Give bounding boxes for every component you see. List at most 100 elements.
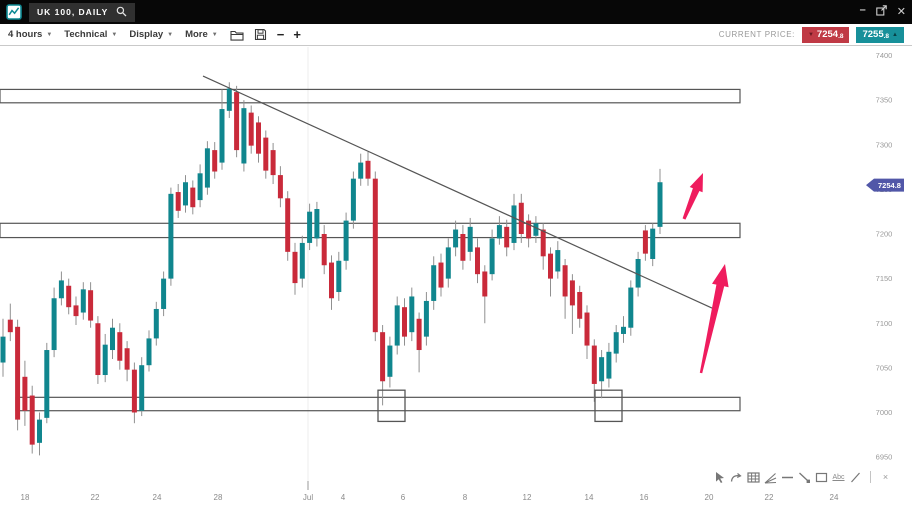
- highlight-box[interactable]: [377, 389, 406, 423]
- candle: [139, 365, 145, 411]
- grid-tool[interactable]: [747, 470, 760, 484]
- candle: [161, 278, 167, 309]
- more-dropdown[interactable]: More ▼: [185, 29, 218, 40]
- candle: [329, 262, 334, 299]
- timeframe-label: 4 hours: [8, 29, 43, 40]
- candle: [635, 258, 641, 288]
- price-tick-label: 6950: [876, 453, 893, 462]
- time-tick-label: 24: [153, 493, 162, 502]
- candle: [657, 182, 663, 227]
- fan-lines-tool[interactable]: [764, 470, 777, 484]
- candle: [51, 298, 57, 351]
- elbow-line-tool[interactable]: [730, 470, 743, 484]
- candle: [131, 369, 137, 413]
- candle: [380, 332, 386, 382]
- candle: [168, 193, 174, 279]
- candle: [110, 327, 115, 351]
- zoom-in-button[interactable]: +: [293, 27, 301, 42]
- close-drawing-toolbar[interactable]: ×: [882, 472, 889, 482]
- candle: [533, 223, 539, 236]
- time-tick-label: 16: [640, 493, 649, 502]
- candle: [526, 220, 532, 239]
- trendline[interactable]: [202, 75, 713, 309]
- instrument-tab[interactable]: UK 100, DAILY: [29, 2, 136, 22]
- ask-price-decimal: .8: [883, 33, 890, 40]
- time-tick-label: 4: [341, 493, 346, 502]
- pointer-tool[interactable]: [713, 470, 726, 484]
- bid-price-value: 7254: [816, 29, 839, 40]
- minimize-button[interactable]: –: [859, 3, 866, 16]
- candle: [650, 228, 656, 259]
- candle: [263, 137, 269, 171]
- close-button[interactable]: ✕: [896, 5, 906, 18]
- candle: [0, 336, 6, 363]
- candle: [606, 351, 612, 379]
- save-icon[interactable]: [254, 28, 267, 41]
- annotation-arrow[interactable]: [682, 173, 703, 220]
- trendline-tool[interactable]: [798, 470, 811, 484]
- candle: [241, 108, 247, 164]
- candle: [423, 300, 429, 337]
- folder-icon[interactable]: [230, 29, 244, 41]
- display-dropdown[interactable]: Display ▼: [129, 29, 173, 40]
- candle: [15, 326, 21, 420]
- candle: [518, 202, 524, 234]
- technical-label: Technical: [64, 29, 108, 40]
- candle: [80, 289, 86, 313]
- price-tick-label: 7050: [876, 363, 893, 372]
- search-icon[interactable]: [116, 6, 127, 19]
- candle: [358, 162, 364, 179]
- text-tool[interactable]: Abc: [832, 473, 845, 481]
- technical-dropdown[interactable]: Technical ▼: [64, 29, 117, 40]
- candle: [256, 122, 261, 154]
- candle: [102, 344, 108, 376]
- ask-price-badge[interactable]: 7255 .8 ▲: [856, 26, 904, 43]
- candle: [285, 198, 291, 252]
- candle: [212, 150, 218, 172]
- candle: [540, 229, 546, 257]
- chevron-down-icon: ▼: [211, 31, 218, 38]
- time-tick-label: 28: [214, 493, 223, 502]
- candle: [44, 350, 50, 418]
- chevron-down-icon: ▼: [46, 31, 53, 38]
- rectangle-tool[interactable]: [815, 470, 828, 484]
- candle: [475, 247, 480, 275]
- time-tick-label: 8: [463, 493, 468, 502]
- candle: [591, 345, 597, 384]
- time-tick-label: 6: [401, 493, 406, 502]
- candle: [307, 211, 313, 243]
- candle: [482, 271, 488, 297]
- candle: [460, 234, 466, 261]
- popout-button[interactable]: [876, 5, 887, 19]
- candle: [402, 307, 407, 337]
- candle: [22, 376, 28, 411]
- candle: [153, 308, 159, 339]
- candle: [409, 296, 415, 333]
- horizontal-line-tool[interactable]: [781, 470, 794, 484]
- time-tick-label: Jul: [303, 493, 313, 502]
- ray-tool[interactable]: [849, 470, 862, 484]
- candle: [555, 250, 561, 272]
- candle: [117, 332, 123, 361]
- candle: [7, 319, 13, 333]
- arrow-up-icon: ▲: [892, 31, 898, 38]
- candle: [504, 226, 510, 248]
- current-price-marker-label: 7254.8: [878, 181, 901, 190]
- highlight-box[interactable]: [594, 389, 623, 423]
- arrow-down-icon: ▼: [807, 31, 814, 38]
- price-tick-label: 7100: [876, 319, 893, 328]
- zoom-out-button[interactable]: −: [276, 27, 285, 42]
- timeframe-dropdown[interactable]: 4 hours ▼: [8, 29, 52, 40]
- candle: [248, 112, 254, 146]
- annotation-arrow[interactable]: [699, 264, 729, 374]
- sr-zone[interactable]: [0, 88, 741, 104]
- bid-price-badge[interactable]: ▼ 7254 .8: [801, 26, 850, 43]
- sr-zone[interactable]: [0, 222, 741, 239]
- candle: [314, 209, 320, 239]
- candle: [621, 326, 626, 334]
- time-tick-label: 24: [830, 493, 839, 502]
- candle: [219, 109, 225, 163]
- candle: [277, 175, 283, 199]
- candle: [628, 287, 634, 328]
